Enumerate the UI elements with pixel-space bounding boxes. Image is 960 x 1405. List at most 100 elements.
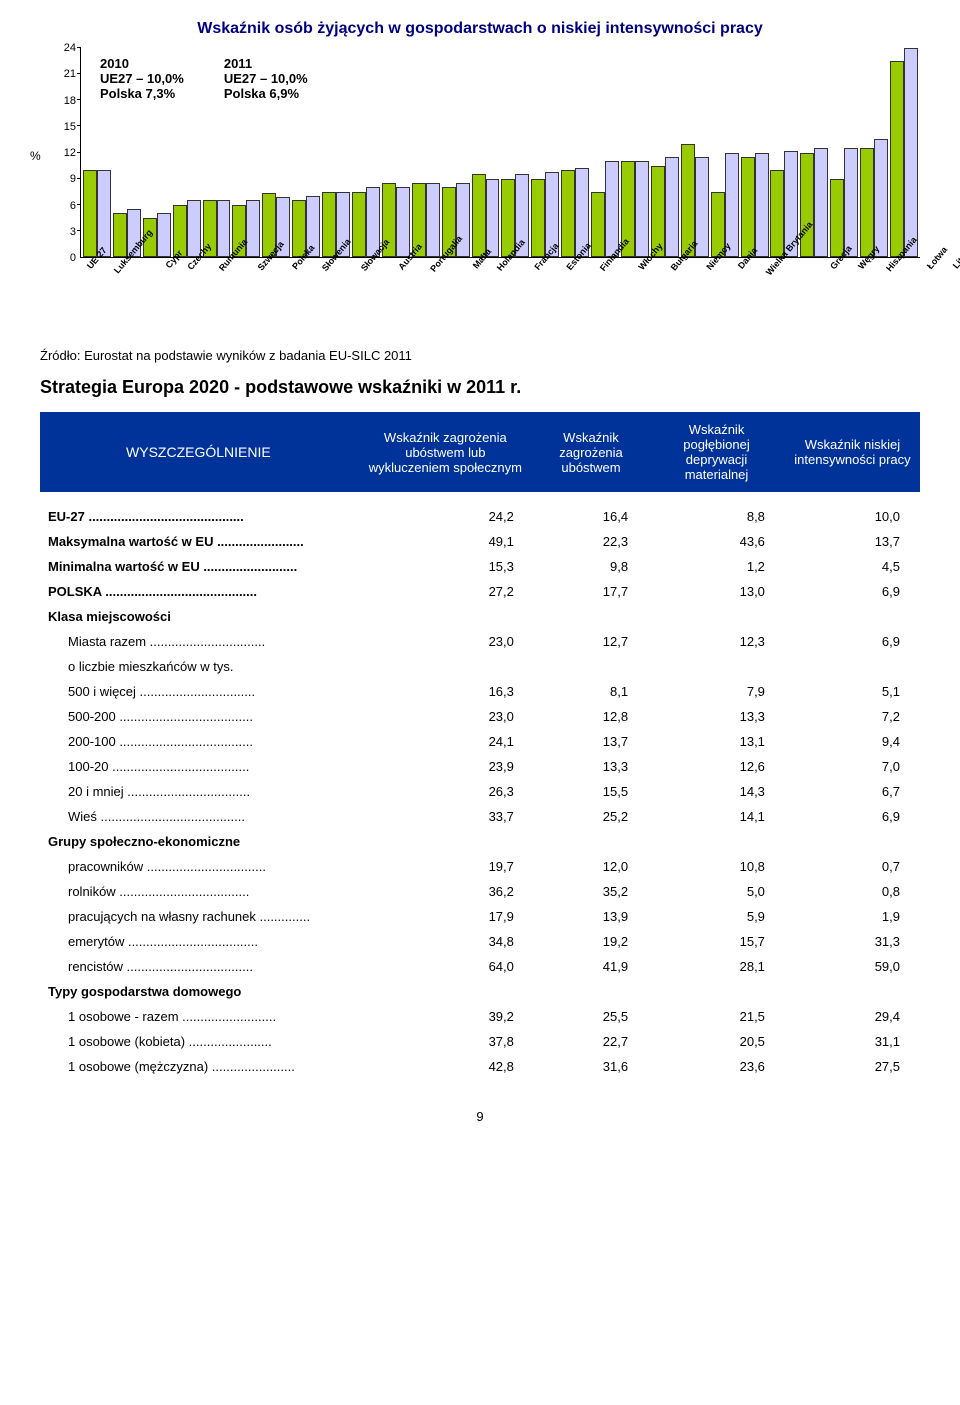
y-tick-label: 12	[64, 147, 76, 159]
cell: 6,9	[785, 804, 920, 829]
cell	[357, 604, 534, 629]
col-3: Wskaźnik pogłębionej deprywacji material…	[648, 412, 785, 494]
cell	[357, 829, 534, 854]
cell: 36,2	[357, 879, 534, 904]
section-title: Strategia Europa 2020 - podstawowe wskaź…	[40, 377, 920, 398]
col-spec: WYSZCZEGÓLNIENIE	[40, 412, 357, 494]
cell	[785, 979, 920, 1004]
bar-2011	[426, 183, 440, 257]
cell: 16,3	[357, 679, 534, 704]
cell	[534, 604, 648, 629]
row-label: Wieś ...................................…	[40, 804, 357, 829]
cell: 6,9	[785, 629, 920, 654]
cell: 25,2	[534, 804, 648, 829]
table-row: rencistów ..............................…	[40, 954, 920, 979]
cell: 13,7	[785, 529, 920, 554]
bar-group	[501, 48, 529, 257]
cell: 6,9	[785, 579, 920, 604]
y-tick-label: 24	[64, 42, 76, 54]
bar-group	[621, 48, 649, 257]
cell: 33,7	[357, 804, 534, 829]
cell: 7,9	[648, 679, 785, 704]
col-2: Wskaźnik zagrożenia ubóstwem	[534, 412, 648, 494]
cell: 9,8	[534, 554, 648, 579]
legend-2010-eu: UE27 – 10,0%	[100, 71, 184, 86]
table-row: pracujących na własny rachunek .........…	[40, 904, 920, 929]
y-tick-label: 21	[64, 68, 76, 80]
cell: 23,0	[357, 629, 534, 654]
cell: 31,1	[785, 1029, 920, 1054]
cell	[785, 604, 920, 629]
legend-2011-eu: UE27 – 10,0%	[224, 71, 308, 86]
row-label: EU-27 ..................................…	[40, 504, 357, 529]
table-row: EU-27 ..................................…	[40, 504, 920, 529]
bar-2011	[874, 139, 888, 257]
cell	[534, 654, 648, 679]
cell: 49,1	[357, 529, 534, 554]
cell: 15,7	[648, 929, 785, 954]
cell	[534, 979, 648, 1004]
source-note: Źródło: Eurostat na podstawie wyników z …	[40, 348, 920, 363]
col-1: Wskaźnik zagrożenia ubóstwem lub wyklucz…	[357, 412, 534, 494]
cell: 5,1	[785, 679, 920, 704]
table-row: Miasta razem ...........................…	[40, 629, 920, 654]
table-row: 1 osobowe (mężczyzna) ..................…	[40, 1054, 920, 1079]
table-row: 1 osobowe (kobieta) ....................…	[40, 1029, 920, 1054]
table-row: 500-200 ................................…	[40, 704, 920, 729]
row-label: 100-20 .................................…	[40, 754, 357, 779]
legend-2010-pl: Polska 7,3%	[100, 86, 184, 101]
bar-group	[830, 48, 858, 257]
row-label: 200-100 ................................…	[40, 729, 357, 754]
cell: 13,1	[648, 729, 785, 754]
bar-2011	[725, 153, 739, 258]
cell: 0,7	[785, 854, 920, 879]
row-label: Maksymalna wartość w EU ................…	[40, 529, 357, 554]
bar-chart: 2010 UE27 – 10,0% Polska 7,3% 2011 UE27 …	[40, 48, 920, 308]
cell: 15,3	[357, 554, 534, 579]
cell: 39,2	[357, 1004, 534, 1029]
table-row: o liczbie mieszkańców w tys.	[40, 654, 920, 679]
cell: 1,2	[648, 554, 785, 579]
cell: 23,6	[648, 1054, 785, 1079]
cell: 7,0	[785, 754, 920, 779]
cell: 7,2	[785, 704, 920, 729]
legend-2011-pl: Polska 6,9%	[224, 86, 308, 101]
cell	[785, 829, 920, 854]
cell: 31,6	[534, 1054, 648, 1079]
row-label: rolników ...............................…	[40, 879, 357, 904]
cell: 12,6	[648, 754, 785, 779]
bar-group	[442, 48, 470, 257]
cell: 13,7	[534, 729, 648, 754]
row-label: 20 i mniej .............................…	[40, 779, 357, 804]
bar-group	[322, 48, 350, 257]
bar-group	[681, 48, 709, 257]
cell: 14,3	[648, 779, 785, 804]
table-row: 200-100 ................................…	[40, 729, 920, 754]
cell: 34,8	[357, 929, 534, 954]
cell: 0,8	[785, 879, 920, 904]
bar-group	[890, 48, 918, 257]
y-axis: % 03691215182124	[40, 48, 80, 258]
cell: 13,3	[534, 754, 648, 779]
cell: 19,2	[534, 929, 648, 954]
cell: 17,9	[357, 904, 534, 929]
bar-group	[412, 48, 440, 257]
bar-group	[651, 48, 679, 257]
bar-group	[561, 48, 589, 257]
y-tick-label: 3	[70, 226, 76, 238]
bar-2011	[486, 179, 500, 257]
row-label: 500-200 ................................…	[40, 704, 357, 729]
cell: 21,5	[648, 1004, 785, 1029]
table-row: rolników ...............................…	[40, 879, 920, 904]
bar-2011	[635, 161, 649, 257]
bar-2010	[860, 148, 874, 257]
row-label: Miasta razem ...........................…	[40, 629, 357, 654]
cell: 22,7	[534, 1029, 648, 1054]
table-row: Wieś ...................................…	[40, 804, 920, 829]
cell	[785, 654, 920, 679]
y-axis-unit: %	[30, 149, 41, 163]
cell: 13,9	[534, 904, 648, 929]
cell: 23,0	[357, 704, 534, 729]
row-label: rencistów ..............................…	[40, 954, 357, 979]
table-row: Klasa miejscowości	[40, 604, 920, 629]
